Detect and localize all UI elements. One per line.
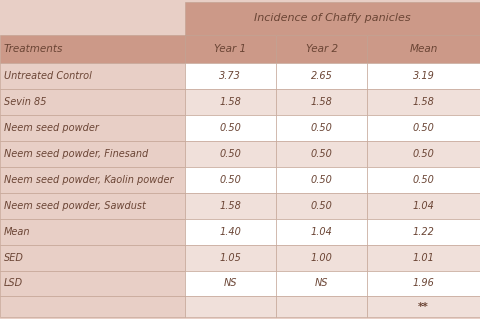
Bar (276, 193, 367, 219)
Text: 0.50: 0.50 (413, 149, 434, 159)
Text: 0.50: 0.50 (311, 123, 333, 133)
Bar (0, 271, 185, 296)
Text: Year 1: Year 1 (215, 44, 246, 54)
Text: Year 2: Year 2 (306, 44, 337, 54)
Text: 0.50: 0.50 (219, 175, 241, 185)
Text: 1.58: 1.58 (311, 97, 333, 107)
Text: Sevin 85: Sevin 85 (4, 97, 47, 107)
Text: Neem seed powder, Kaolin powder: Neem seed powder, Kaolin powder (4, 175, 173, 185)
Bar (276, 219, 367, 245)
Bar (367, 245, 480, 271)
Text: NS: NS (224, 278, 237, 288)
Bar (0, 89, 185, 115)
Bar (0, 63, 185, 89)
Bar (0, 35, 185, 63)
Text: Treatments: Treatments (4, 44, 63, 54)
Text: Neem seed powder: Neem seed powder (4, 123, 99, 133)
Bar (367, 219, 480, 245)
Bar (367, 35, 480, 63)
Text: 3.73: 3.73 (219, 71, 241, 81)
Bar (185, 89, 276, 115)
Text: 3.19: 3.19 (413, 71, 434, 81)
Bar (367, 193, 480, 219)
Text: 1.04: 1.04 (413, 201, 434, 211)
Bar (276, 63, 367, 89)
Text: 1.58: 1.58 (219, 201, 241, 211)
Text: 1.58: 1.58 (219, 97, 241, 107)
Bar (185, 245, 276, 271)
Text: 0.50: 0.50 (311, 149, 333, 159)
Text: 1.40: 1.40 (219, 227, 241, 237)
Text: Mean: Mean (409, 44, 438, 54)
Bar (276, 141, 367, 167)
Text: 1.96: 1.96 (413, 278, 434, 288)
Text: 0.50: 0.50 (311, 201, 333, 211)
Bar (276, 115, 367, 141)
Text: 1.22: 1.22 (413, 227, 434, 237)
Bar (185, 115, 276, 141)
Bar (0, 141, 185, 167)
Text: Neem seed powder, Sawdust: Neem seed powder, Sawdust (4, 201, 146, 211)
Bar (276, 245, 367, 271)
Bar (276, 296, 367, 317)
Bar (367, 141, 480, 167)
Bar (276, 35, 367, 63)
Text: 1.05: 1.05 (219, 253, 241, 263)
Bar (185, 2, 480, 35)
Bar (185, 35, 276, 63)
Bar (0, 115, 185, 141)
Text: 0.50: 0.50 (413, 123, 434, 133)
Bar (367, 63, 480, 89)
Text: 1.01: 1.01 (413, 253, 434, 263)
Bar (367, 115, 480, 141)
Bar (0, 245, 185, 271)
Text: Untreated Control: Untreated Control (4, 71, 92, 81)
Bar (367, 271, 480, 296)
Bar (185, 141, 276, 167)
Text: 2.65: 2.65 (311, 71, 333, 81)
Text: 0.50: 0.50 (219, 123, 241, 133)
Text: 0.50: 0.50 (311, 175, 333, 185)
Bar (185, 219, 276, 245)
Bar (367, 167, 480, 193)
Text: Neem seed powder, Finesand: Neem seed powder, Finesand (4, 149, 148, 159)
Text: SED: SED (4, 253, 24, 263)
Text: 0.50: 0.50 (219, 149, 241, 159)
Bar (367, 296, 480, 317)
Text: 1.04: 1.04 (311, 227, 333, 237)
Bar (185, 167, 276, 193)
Bar (276, 167, 367, 193)
Bar (185, 193, 276, 219)
Bar (0, 193, 185, 219)
Text: 1.00: 1.00 (311, 253, 333, 263)
Bar (0, 2, 185, 35)
Text: LSD: LSD (4, 278, 23, 288)
Text: 0.50: 0.50 (413, 175, 434, 185)
Text: **: ** (418, 302, 429, 312)
Bar (0, 296, 185, 317)
Bar (185, 271, 276, 296)
Text: 1.58: 1.58 (413, 97, 434, 107)
Text: Incidence of Chaffy panicles: Incidence of Chaffy panicles (254, 13, 411, 23)
Text: NS: NS (315, 278, 328, 288)
Bar (276, 89, 367, 115)
Bar (185, 296, 276, 317)
Bar (0, 219, 185, 245)
Bar (367, 89, 480, 115)
Text: Mean: Mean (4, 227, 30, 237)
Bar (185, 63, 276, 89)
Bar (276, 271, 367, 296)
Bar (0, 167, 185, 193)
